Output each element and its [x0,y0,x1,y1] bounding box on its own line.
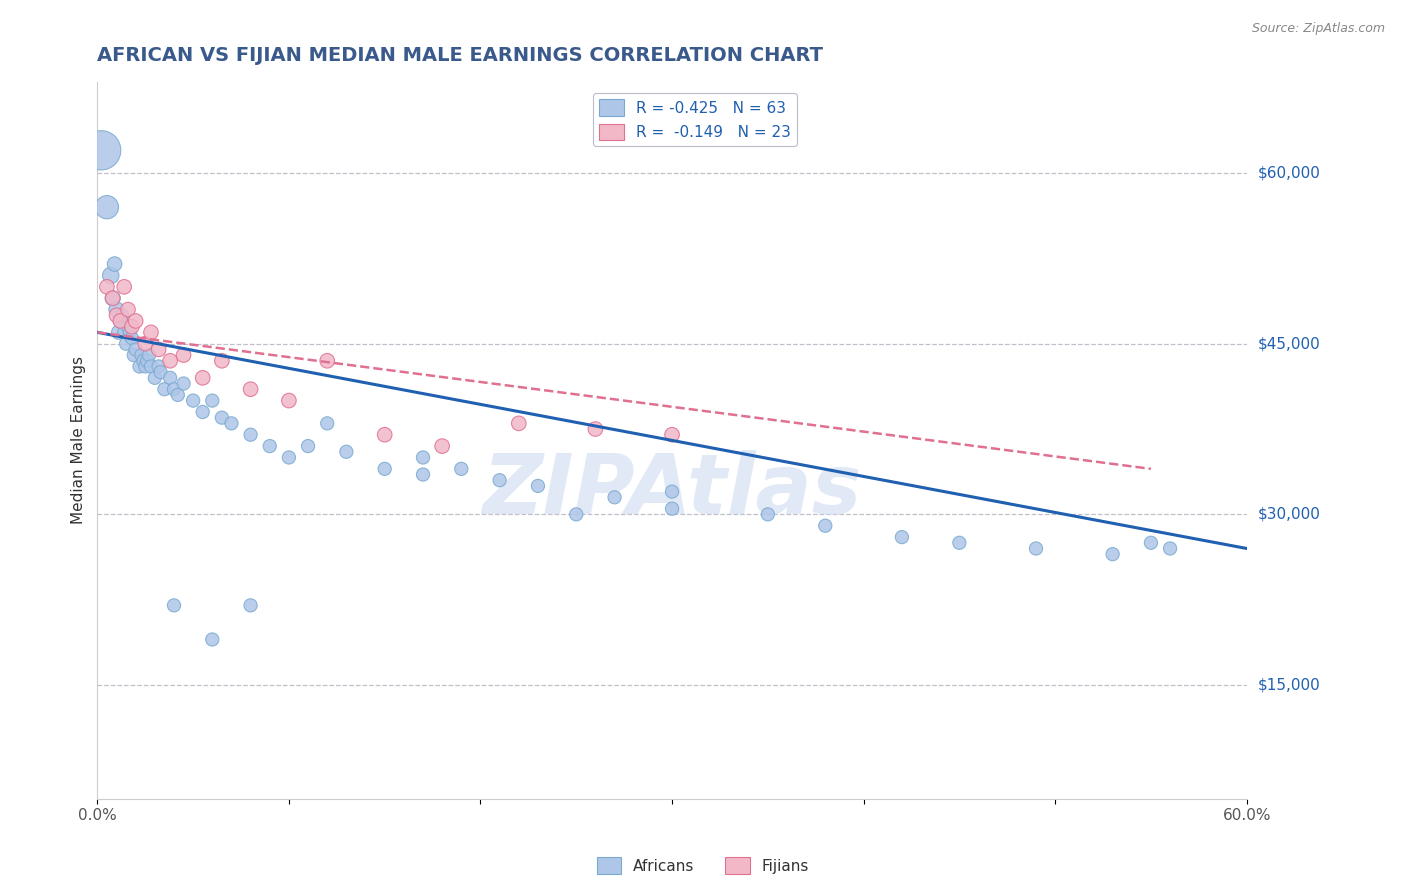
Point [316,353,339,368]
Point [101,291,124,305]
Point [115,336,138,351]
Point [163,382,186,396]
Point [277,450,299,465]
Text: $60,000: $60,000 [1258,166,1320,180]
Point [139,359,162,374]
Point [149,365,172,379]
Text: ZIPAtlas: ZIPAtlas [482,450,862,531]
Point [110,314,132,328]
Point [128,359,150,374]
Point [191,405,214,419]
Point [1025,541,1047,556]
Point [450,462,472,476]
Point [138,348,160,362]
Point [134,336,156,351]
Point [104,257,127,271]
Point [143,371,166,385]
Point [661,427,683,442]
Legend: R = -0.425   N = 63, R =  -0.149   N = 23: R = -0.425 N = 63, R = -0.149 N = 23 [593,94,797,146]
Text: $45,000: $45,000 [1258,336,1320,351]
Point [583,422,606,436]
Point [148,359,170,374]
Point [107,326,129,340]
Point [948,536,970,550]
Point [124,314,146,328]
Point [374,462,396,476]
Text: Source: ZipAtlas.com: Source: ZipAtlas.com [1251,22,1385,36]
Point [221,417,243,431]
Text: AFRICAN VS FIJIAN MEDIAN MALE EARNINGS CORRELATION CHART: AFRICAN VS FIJIAN MEDIAN MALE EARNINGS C… [97,46,824,65]
Point [201,393,224,408]
Text: $15,000: $15,000 [1258,678,1320,692]
Point [1101,547,1123,561]
Point [1159,541,1181,556]
Point [374,427,396,442]
Point [122,348,145,362]
Point [1140,536,1163,550]
Point [756,508,779,522]
Point [105,308,128,322]
Point [603,490,626,504]
Point [101,291,124,305]
Point [661,501,683,516]
Point [117,302,139,317]
Point [148,343,170,357]
Point [527,479,550,493]
Point [173,376,195,391]
Point [181,393,204,408]
Point [412,450,434,465]
Point [173,348,195,362]
Point [132,353,155,368]
Point [110,314,132,328]
Point [105,302,128,317]
Point [335,444,357,458]
Point [661,484,683,499]
Point [159,371,181,385]
Point [430,439,453,453]
Point [112,280,135,294]
Point [814,518,837,533]
Point [259,439,281,453]
Point [134,359,156,374]
Point [153,382,176,396]
Point [112,326,135,340]
Y-axis label: Median Male Earnings: Median Male Earnings [72,357,86,524]
Point [239,382,262,396]
Point [211,410,233,425]
Point [565,508,588,522]
Point [136,353,159,368]
Point [100,268,122,283]
Point [412,467,434,482]
Point [90,144,112,158]
Point [163,599,186,613]
Legend: Africans, Fijians: Africans, Fijians [591,851,815,880]
Point [277,393,299,408]
Point [316,417,339,431]
Point [239,427,262,442]
Point [890,530,912,544]
Point [96,200,118,214]
Point [121,331,143,345]
Point [166,388,188,402]
Point [131,348,153,362]
Point [139,326,162,340]
Point [111,308,134,322]
Point [96,280,118,294]
Point [118,326,141,340]
Point [488,473,510,487]
Point [159,353,181,368]
Point [191,371,214,385]
Text: $30,000: $30,000 [1258,507,1320,522]
Point [297,439,319,453]
Point [239,599,262,613]
Point [201,632,224,647]
Point [117,319,139,334]
Point [211,353,233,368]
Point [124,343,146,357]
Point [121,319,143,334]
Point [508,417,530,431]
